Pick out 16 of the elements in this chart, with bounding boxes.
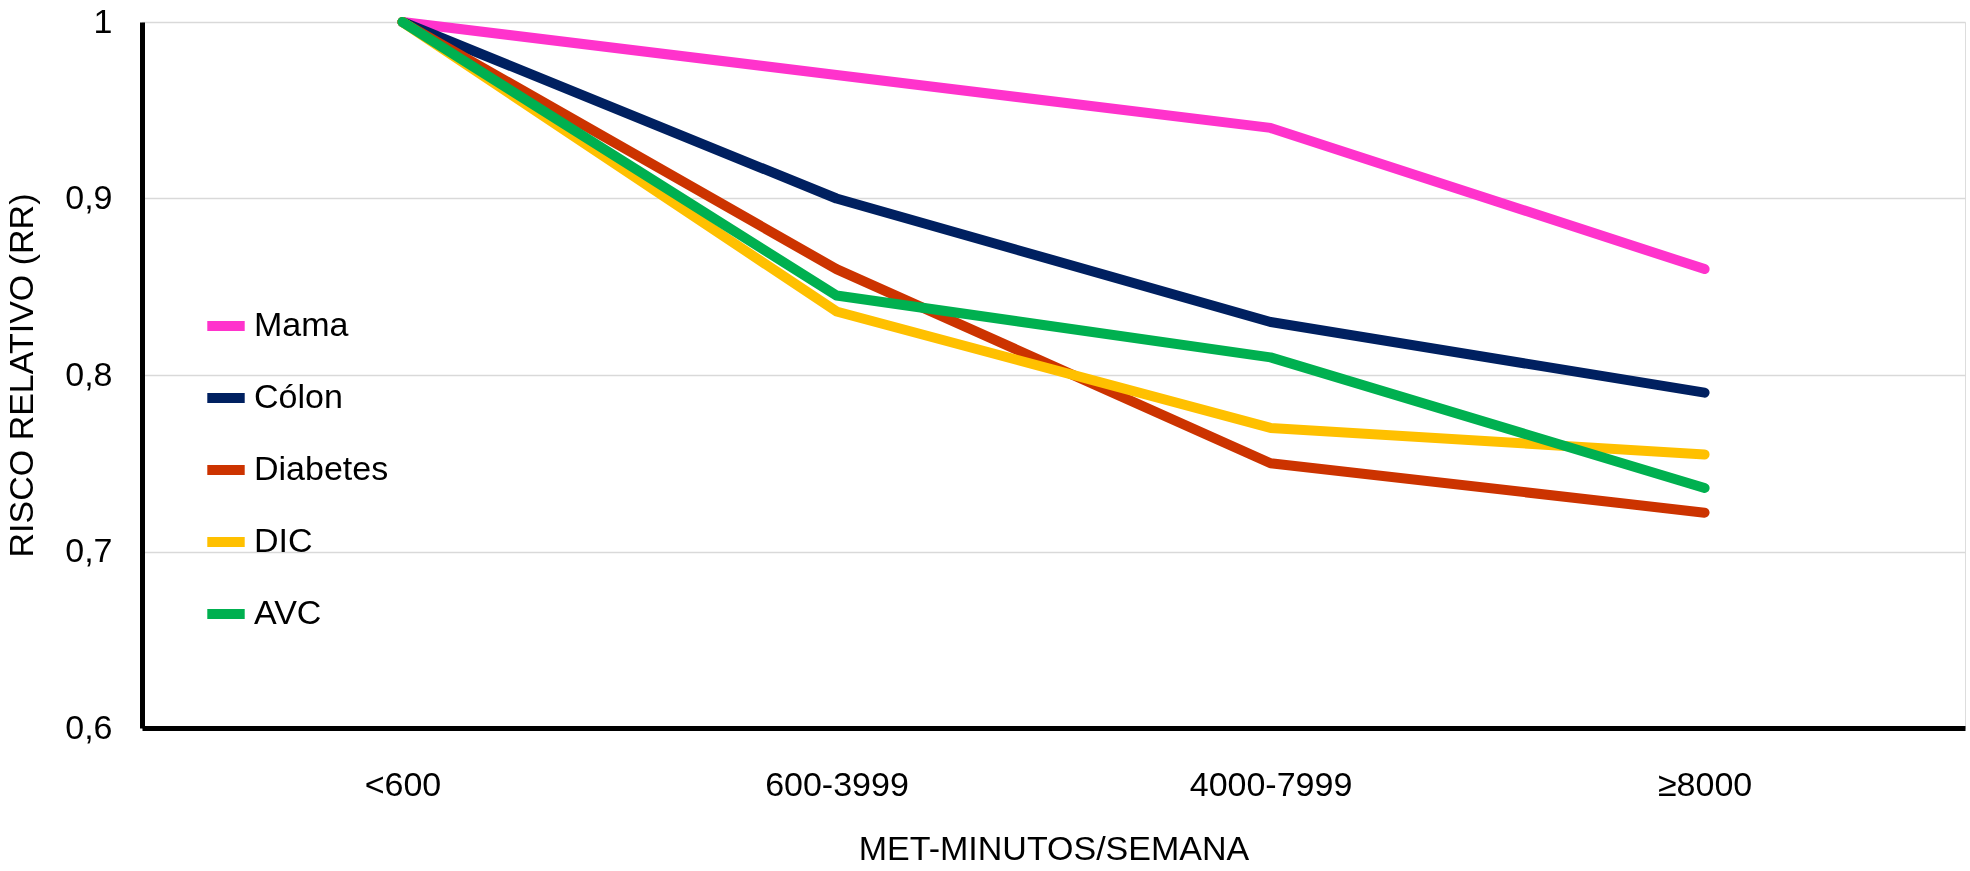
legend-label: Mama <box>254 305 349 343</box>
x-tick-label: 4000-7999 <box>1189 764 1353 803</box>
legend-label: AVC <box>254 593 322 631</box>
legend-label: Cólon <box>254 377 343 415</box>
y-axis-title: RISCO RELATIVO (RR) <box>2 193 41 558</box>
y-tick-label: 1 <box>93 1 113 40</box>
x-tick-label: 600-3999 <box>765 764 909 803</box>
y-tick-label: 0,7 <box>65 531 113 569</box>
x-tick-label: ≥8000 <box>1657 764 1753 803</box>
legend-label: Diabetes <box>254 449 389 487</box>
y-tick-label: 0,8 <box>65 354 113 393</box>
legend-label: DIC <box>254 521 313 559</box>
x-tick-label: <600 <box>364 764 442 803</box>
y-tick-label: 0,9 <box>65 178 113 216</box>
y-tick-label: 0,6 <box>65 707 113 746</box>
x-axis-title: MET-MINUTOS/SEMANA <box>858 828 1250 867</box>
